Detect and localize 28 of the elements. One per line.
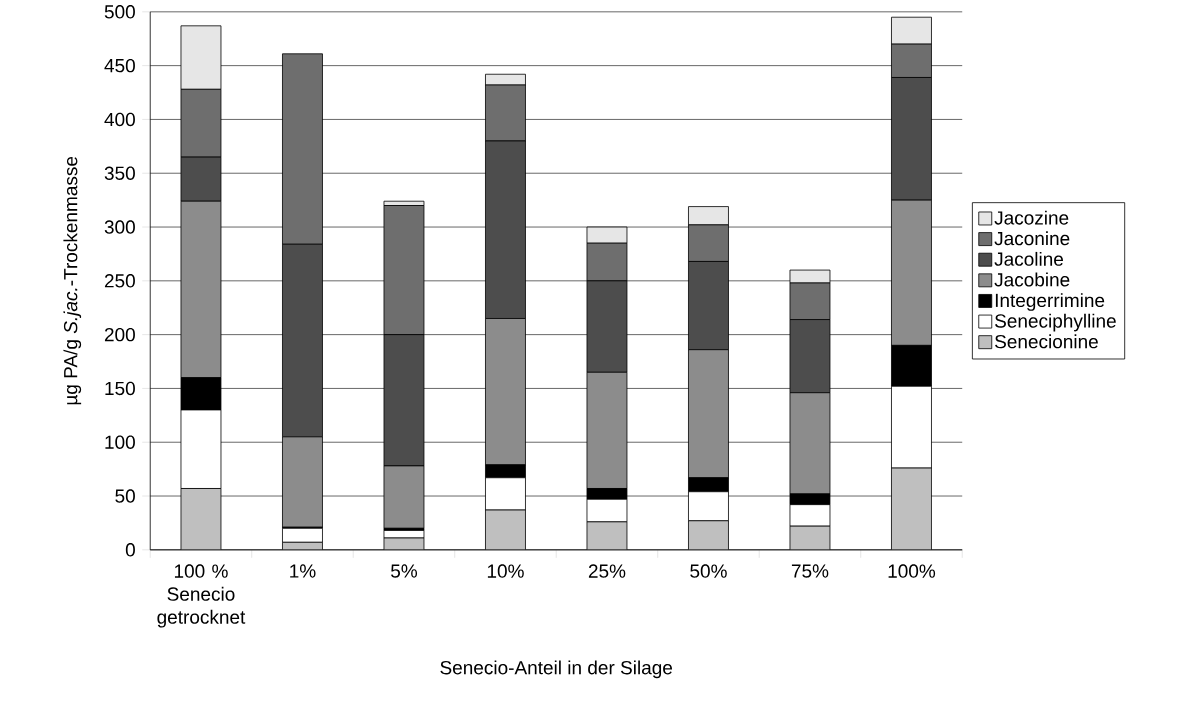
legend-label: Seneciphylline bbox=[995, 313, 1116, 332]
y-tick-label: 350 bbox=[104, 166, 135, 180]
x-tick-label: 75% bbox=[791, 564, 829, 578]
x-tick-label: 100% bbox=[888, 564, 936, 578]
x-tick-label: 100 % Senecio getrocknet bbox=[157, 564, 246, 628]
y-tick-label: 500 bbox=[104, 5, 135, 19]
y-tick-label: 150 bbox=[105, 381, 135, 396]
legend-label: Senecionine bbox=[995, 334, 1098, 349]
y-tick-label: 250 bbox=[104, 274, 135, 288]
legend-label: Jacobine bbox=[994, 272, 1070, 287]
y-tick-label: 100 bbox=[105, 435, 135, 449]
x-axis-title: Senecio-Anteil in der Silage bbox=[440, 660, 673, 679]
y-tick-label: 200 bbox=[104, 327, 135, 342]
x-tick-label: 50% bbox=[690, 564, 727, 578]
legend-label: Integerrimine bbox=[995, 293, 1105, 311]
y-tick-label: 400 bbox=[104, 112, 135, 127]
x-tick-label: 1% bbox=[290, 564, 316, 578]
y-tick-label: 50 bbox=[115, 489, 135, 503]
x-tick-label: 10% bbox=[487, 564, 524, 578]
y-tick-label: 450 bbox=[104, 58, 135, 73]
legend-label: Jacoline bbox=[994, 251, 1064, 266]
legend-label: Jaconine bbox=[994, 231, 1070, 246]
y-tick-label: 300 bbox=[104, 220, 135, 234]
y-tick-label: 0 bbox=[125, 543, 135, 557]
x-tick-label: 5% bbox=[391, 564, 418, 578]
legend-label: Jacozine bbox=[994, 210, 1069, 225]
y-axis-title: µg PA/g S.jac.-Trockenmasse bbox=[63, 156, 82, 405]
x-tick-label: 25% bbox=[588, 564, 626, 578]
